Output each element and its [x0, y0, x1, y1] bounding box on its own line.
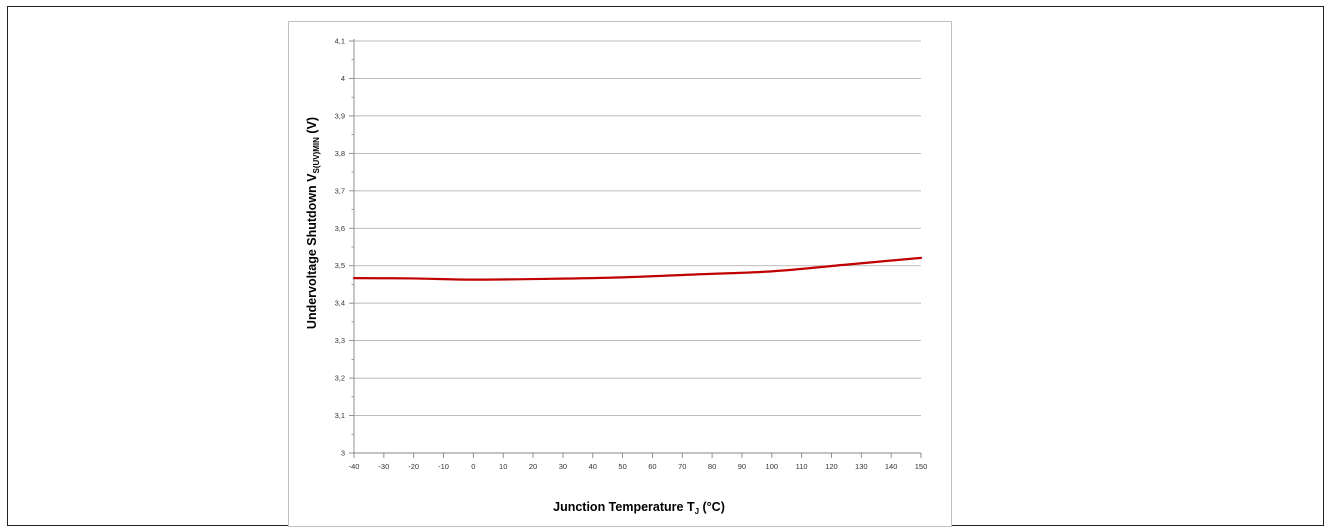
x-tick-label: 150 [915, 462, 928, 471]
x-tick-label: 120 [825, 462, 838, 471]
grid-layer [354, 40, 921, 416]
x-tick-label: -30 [378, 462, 389, 471]
tick-layer: 3 3,1 3,2 3,3 3,4 3,5 3,6 3,7 3,8 3,9 4 4,1 -40 -30 -2… [335, 37, 928, 472]
x-tick-label: -40 [349, 462, 360, 471]
y-tick-label: 3 [341, 449, 345, 458]
x-tick-label: 90 [738, 462, 746, 471]
y-axis-title: Undervoltage Shutdown VS(UV)MIN (V) [305, 117, 321, 329]
x-tick-label: 80 [708, 462, 716, 471]
y-tick-label: 4,1 [335, 37, 345, 46]
x-axis-title-main: Junction Temperature T [553, 500, 695, 514]
x-tick-label: 140 [885, 462, 898, 471]
x-tick-label: 0 [471, 462, 475, 471]
x-tick-label: -20 [408, 462, 419, 471]
x-tick-label: 100 [766, 462, 779, 471]
y-axis-title-subscript: S(UV)MIN [312, 137, 321, 174]
y-tick-label: 3,2 [335, 374, 345, 383]
chart-area: 3 3,1 3,2 3,3 3,4 3,5 3,6 3,7 3,8 3,9 4 4,1 -40 -30 -2… [288, 21, 952, 527]
y-tick-label: 4 [341, 74, 345, 83]
x-tick-label: 40 [589, 462, 597, 471]
x-tick-label: 20 [529, 462, 537, 471]
series-layer [352, 256, 923, 281]
x-tick-label: 30 [559, 462, 567, 471]
y-tick-label: 3,4 [335, 299, 345, 308]
y-axis-title-main: Undervoltage Shutdown V [305, 173, 319, 329]
x-axis-title-unit: (°C) [699, 500, 725, 514]
y-tick-label: 3,7 [335, 186, 345, 195]
chart-svg: 3 3,1 3,2 3,3 3,4 3,5 3,6 3,7 3,8 3,9 4 4,1 -40 -30 -2… [305, 37, 928, 517]
x-tick-label: 130 [855, 462, 868, 471]
y-tick-label: 3,6 [335, 224, 345, 233]
axis-layer [349, 39, 922, 458]
y-axis-title-unit: (V) [305, 117, 319, 137]
x-axis-title-subscript: J [695, 507, 699, 516]
x-tick-label: 60 [648, 462, 656, 471]
x-tick-label: 70 [678, 462, 686, 471]
y-tick-label: 3,5 [335, 261, 345, 270]
y-tick-label: 3,9 [335, 111, 345, 120]
series-line [352, 256, 923, 281]
x-tick-label: -10 [438, 462, 449, 471]
y-tick-label: 3,8 [335, 149, 345, 158]
x-tick-label: 10 [499, 462, 507, 471]
x-axis-title: Junction Temperature TJ (°C) [553, 500, 725, 516]
y-tick-label: 3,1 [335, 411, 345, 420]
x-tick-label: 50 [618, 462, 626, 471]
x-tick-label: 110 [796, 462, 808, 471]
y-tick-label: 3,3 [335, 336, 345, 345]
